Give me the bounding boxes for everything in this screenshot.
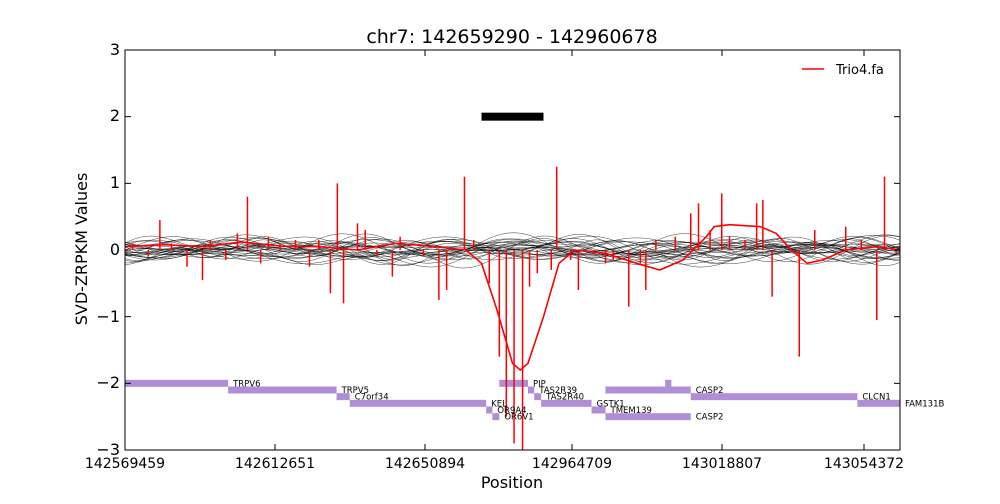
x-tick-label: 142612651: [235, 456, 315, 472]
gene-label: CASP2: [696, 413, 724, 423]
background-sample-line: [125, 239, 900, 260]
legend: Trio4.fa: [802, 63, 884, 78]
call-segment: [481, 112, 544, 121]
background-sample-line: [125, 234, 900, 268]
background-sample-line: [125, 236, 900, 262]
gene-bar: [336, 393, 350, 401]
background-sample-line: [125, 232, 900, 264]
gene-bar: [605, 413, 691, 421]
gene-bar: [534, 393, 542, 401]
gene-label: TMEM139: [610, 406, 652, 416]
x-tick-label: 143018807: [682, 456, 762, 472]
x-tick-label: 142964709: [532, 456, 612, 472]
y-tick-label: −2: [96, 373, 120, 392]
legend-label: Trio4.fa: [835, 63, 884, 78]
gene-label: TAS2R40: [545, 393, 584, 403]
y-tick-label: 0: [110, 240, 120, 259]
y-tick-label: 3: [110, 40, 120, 59]
gene-bar: [605, 386, 691, 394]
gene-bar: [349, 399, 487, 407]
gene-label: OR6V1: [504, 413, 533, 423]
background-sample-line: [125, 240, 900, 261]
x-tick-label: 143054372: [824, 456, 904, 472]
gene-label: TRPV6: [232, 379, 260, 389]
chart-title: chr7: 142659290 - 142960678: [366, 26, 657, 48]
gene-label: C7orf34: [355, 393, 389, 403]
gene-label: OR9A4: [497, 406, 526, 416]
gene-bar: [228, 386, 337, 394]
y-axis-label: SVD-ZRPKM Values: [72, 173, 91, 326]
gene-bar: [591, 406, 606, 414]
gene-mark: [665, 379, 672, 387]
background-sample-line: [125, 233, 900, 263]
gene-label: KEL: [491, 399, 507, 409]
gene-bar: [690, 393, 858, 401]
background-sample-line: [125, 242, 900, 256]
x-tick-label: 142569459: [85, 456, 165, 472]
y-tick-label: 1: [110, 173, 120, 192]
background-sample-line: [125, 244, 900, 258]
gene-label: CASP2: [696, 386, 724, 396]
gene-bar: [492, 413, 500, 421]
series-line: [125, 223, 900, 371]
background-sample-line: [125, 241, 900, 255]
gene-label: FAM131B: [905, 399, 944, 409]
y-tick-labels: 3 2 1 0 −1 −2 −3: [96, 40, 120, 459]
y-tick-label: −1: [96, 307, 120, 326]
background-sample-line: [125, 237, 900, 265]
y-tick-label: −3: [96, 440, 120, 459]
gene-bar: [528, 386, 535, 394]
y-tick-label: 2: [110, 106, 120, 125]
background-sample-line: [125, 239, 900, 258]
x-tick-labels: 142569459 142612651 142650894 142964709 …: [85, 456, 904, 472]
gene-label: GSTK1: [597, 399, 625, 409]
plot-clip-group: [125, 112, 900, 450]
gene-bar: [857, 399, 900, 407]
plot-frame: [124, 49, 901, 451]
background-sample-line: [125, 236, 900, 260]
x-axis-label: Position: [481, 473, 543, 492]
gene-bar: [125, 379, 229, 387]
background-sample-line: [125, 238, 900, 265]
gene-bar: [541, 399, 592, 407]
x-tick-label: 142650894: [385, 456, 465, 472]
background-sample-line: [125, 235, 900, 269]
gene-label: TAS2R39: [538, 386, 577, 396]
gene-bar: [486, 406, 493, 414]
gene-label: CLCN1: [862, 393, 890, 403]
gene-label: TRPV5: [341, 386, 369, 396]
gene-label: PIP: [533, 379, 546, 389]
